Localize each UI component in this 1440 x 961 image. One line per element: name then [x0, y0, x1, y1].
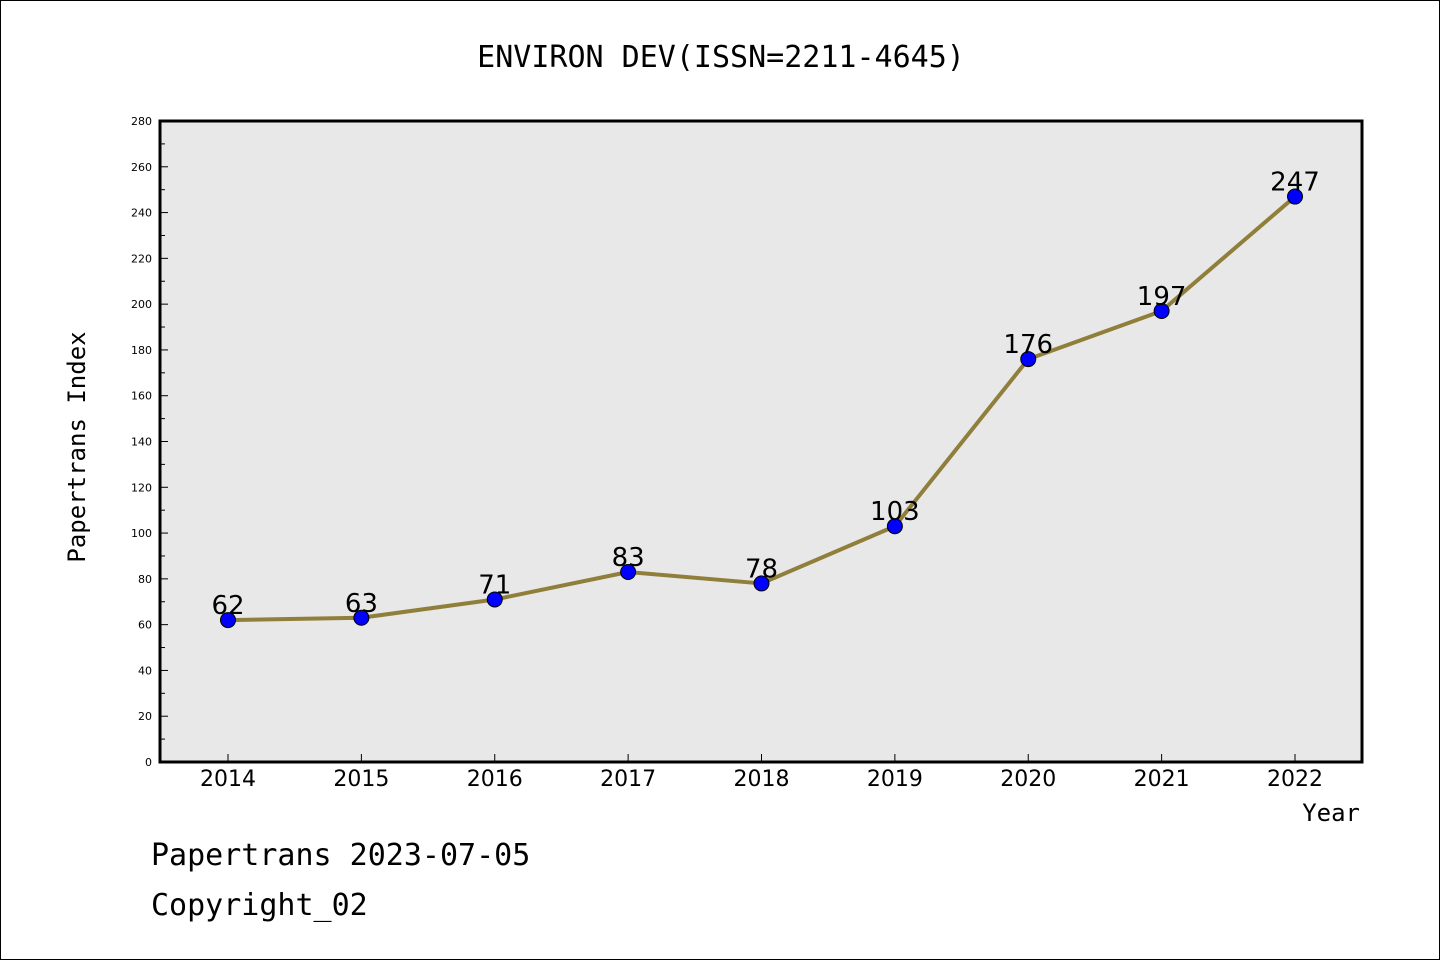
y-tick-label: 280: [131, 115, 152, 128]
y-tick-label: 60: [138, 619, 152, 632]
y-axis: 0 20 40 60 80 100 120 140 160 180 200 220 240 260 280: [131, 115, 168, 769]
x-tick-label: 2018: [734, 767, 790, 792]
y-tick-label: 20: [138, 710, 152, 723]
chart-title: ENVIRON DEV(ISSN=2211-4645): [477, 40, 965, 75]
data-label: 176: [1003, 330, 1053, 360]
y-tick-label: 140: [131, 436, 152, 449]
x-axis: 2014 2015 2016 2017 2018 2019 2020 2021 2022: [200, 754, 1323, 792]
x-tick-label: 2014: [200, 767, 256, 792]
data-point-2014: [220, 612, 236, 629]
y-tick-label: 100: [131, 527, 152, 540]
data-label: 63: [345, 589, 378, 619]
y-tick-label: 220: [131, 252, 152, 265]
data-point-2016: [486, 591, 503, 608]
footer-date: Papertrans 2023-07-05: [151, 838, 530, 873]
y-axis-label: Papertrans Index: [63, 331, 91, 562]
data-labels: 62 63 71 83 78 103 176 197 247: [211, 168, 1319, 622]
y-tick-label: 200: [131, 298, 152, 311]
y-tick-label: 0: [145, 756, 152, 769]
series-line-group: [220, 188, 1303, 629]
data-point-2022: [1287, 188, 1303, 205]
footer-copyright: Copyright_02: [151, 888, 368, 923]
data-label: 83: [612, 543, 645, 573]
data-point-2017: [620, 563, 637, 580]
y-tick-label: 180: [131, 344, 152, 357]
data-label: 78: [745, 554, 778, 584]
plot-area: [158, 119, 1364, 764]
data-point-2019: [886, 518, 903, 535]
x-tick-label: 2017: [600, 767, 656, 792]
data-point-2018: [753, 575, 770, 592]
data-label: 62: [211, 591, 244, 621]
x-axis-label: Year: [1302, 799, 1360, 827]
data-label: 197: [1137, 282, 1187, 312]
data-label: 71: [478, 570, 511, 600]
data-point-2015: [353, 609, 370, 626]
data-label: 247: [1270, 168, 1320, 198]
x-tick-label: 2022: [1267, 767, 1323, 792]
y-tick-label: 120: [131, 481, 152, 494]
data-point-2020: [1020, 351, 1037, 368]
data-point-2021: [1153, 303, 1170, 320]
y-tick-label: 260: [131, 161, 152, 174]
y-tick-label: 240: [131, 207, 152, 220]
x-tick-label: 2016: [467, 767, 523, 792]
y-tick-label: 80: [138, 573, 152, 586]
data-label: 103: [870, 497, 920, 527]
x-tick-label: 2020: [1000, 767, 1056, 792]
x-tick-label: 2021: [1134, 767, 1190, 792]
x-tick-label: 2015: [333, 767, 389, 792]
y-tick-label: 160: [131, 390, 152, 403]
y-tick-label: 40: [138, 664, 152, 677]
x-tick-label: 2019: [867, 767, 923, 792]
